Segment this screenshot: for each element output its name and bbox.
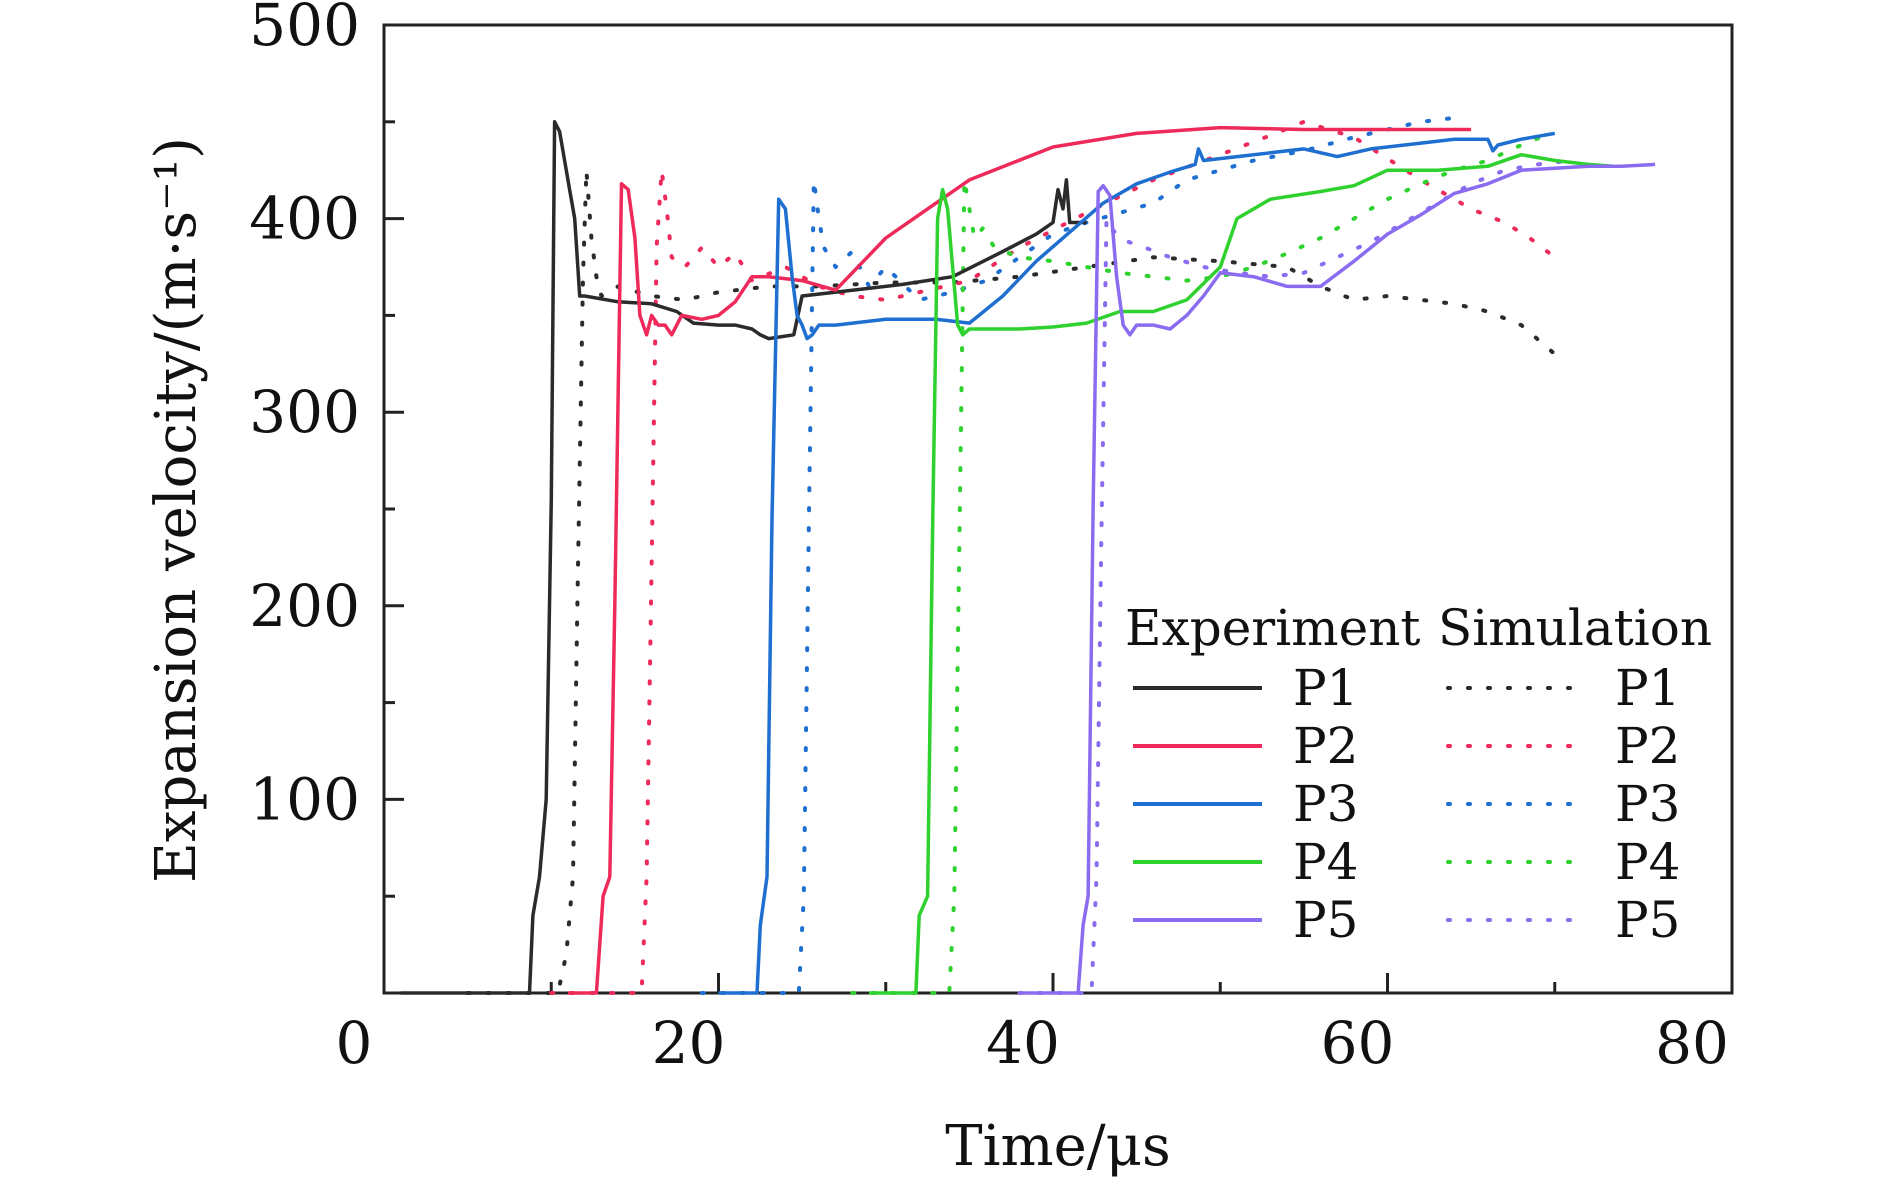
legend-label-simulation-p3: P3 <box>1615 775 1680 833</box>
legend-label-simulation-p5: P5 <box>1615 891 1680 949</box>
series-line-simulation-p1 <box>465 168 1557 995</box>
legend: Experiment Simulation P1P2P3P4P5P1P2P3P4… <box>1125 599 1712 949</box>
x-tick-label: 40 <box>986 1009 1060 1077</box>
series-line-experiment-p4 <box>869 152 1614 995</box>
legend-label-experiment-p5: P5 <box>1293 891 1358 949</box>
series-line-simulation-p2 <box>549 119 1557 995</box>
x-tick-label: 80 <box>1655 1009 1729 1077</box>
legend-label-simulation-p2: P2 <box>1615 717 1680 775</box>
axis-ticks: 0 20 40 60 80 100 200 300 400 500 <box>249 0 1729 1077</box>
series-layer <box>400 115 1656 995</box>
x-axis-title: Time/μs <box>945 1114 1171 1179</box>
legend-header-experiment: Experiment <box>1125 599 1420 657</box>
series-line-experiment-p5 <box>1019 162 1656 995</box>
y-axis-title: Expansion velocity/(m·s⁻¹) <box>144 137 209 883</box>
legend-label-simulation-p4: P4 <box>1615 833 1680 891</box>
series-line-experiment-p1 <box>400 120 1087 995</box>
y-tick-label: 200 <box>249 572 360 640</box>
y-tick-label: 100 <box>249 765 360 833</box>
legend-label-experiment-p2: P2 <box>1293 717 1358 775</box>
legend-header-simulation: Simulation <box>1438 599 1712 657</box>
x-tick-label: 60 <box>1321 1009 1395 1077</box>
y-tick-label: 300 <box>249 378 360 446</box>
series-line-simulation-p3 <box>699 115 1457 995</box>
x-tick-label: 0 <box>336 1009 373 1077</box>
series-line-experiment-p2 <box>568 125 1472 995</box>
y-tick-label: 500 <box>249 0 360 59</box>
y-tick-label: 400 <box>249 185 360 253</box>
x-tick-label: 20 <box>652 1009 726 1077</box>
legend-label-experiment-p1: P1 <box>1293 659 1358 717</box>
legend-label-experiment-p3: P3 <box>1293 775 1358 833</box>
legend-label-simulation-p1: P1 <box>1615 659 1680 717</box>
legend-label-experiment-p4: P4 <box>1293 833 1358 891</box>
series-line-experiment-p3 <box>718 131 1556 995</box>
